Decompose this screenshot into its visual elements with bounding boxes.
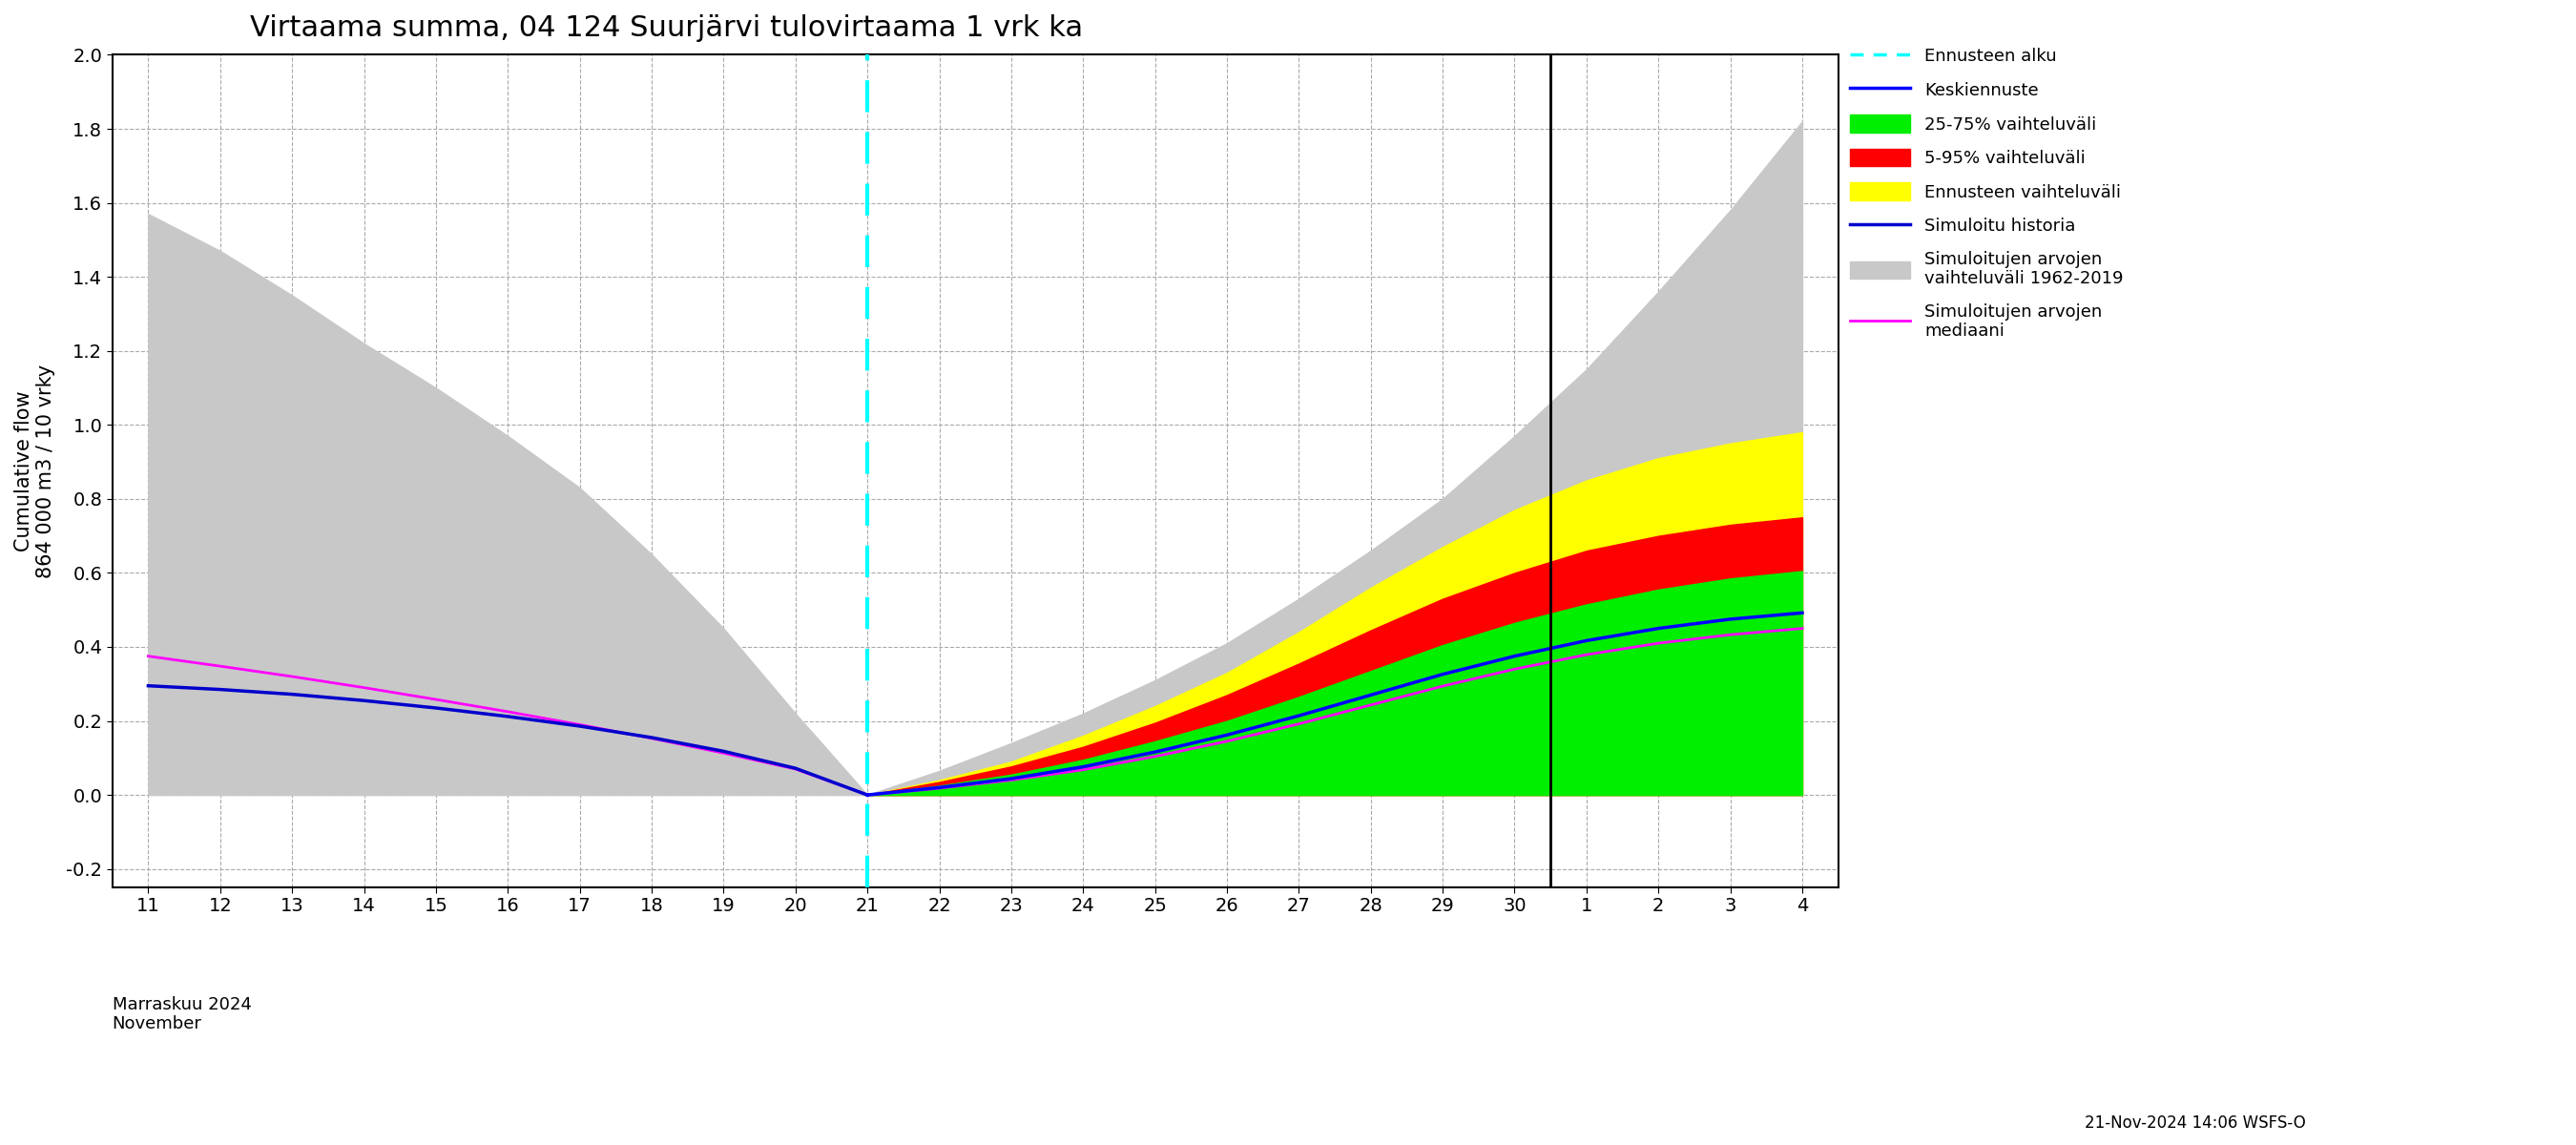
Text: Marraskuu 2024
November: Marraskuu 2024 November bbox=[113, 996, 252, 1033]
Y-axis label: Cumulative flow
864 000 m3 / 10 vrky: Cumulative flow 864 000 m3 / 10 vrky bbox=[15, 364, 57, 578]
Text: 21-Nov-2024 14:06 WSFS-O: 21-Nov-2024 14:06 WSFS-O bbox=[2084, 1114, 2306, 1131]
Legend: Ennusteen alku, Keskiennuste, 25-75% vaihteluväli, 5-95% vaihteluväli, Ennusteen: Ennusteen alku, Keskiennuste, 25-75% vai… bbox=[1850, 47, 2123, 340]
Text: Virtaama summa, 04 124 Suurjärvi tulovirtaama 1 vrk ka: Virtaama summa, 04 124 Suurjärvi tulovir… bbox=[250, 14, 1084, 42]
